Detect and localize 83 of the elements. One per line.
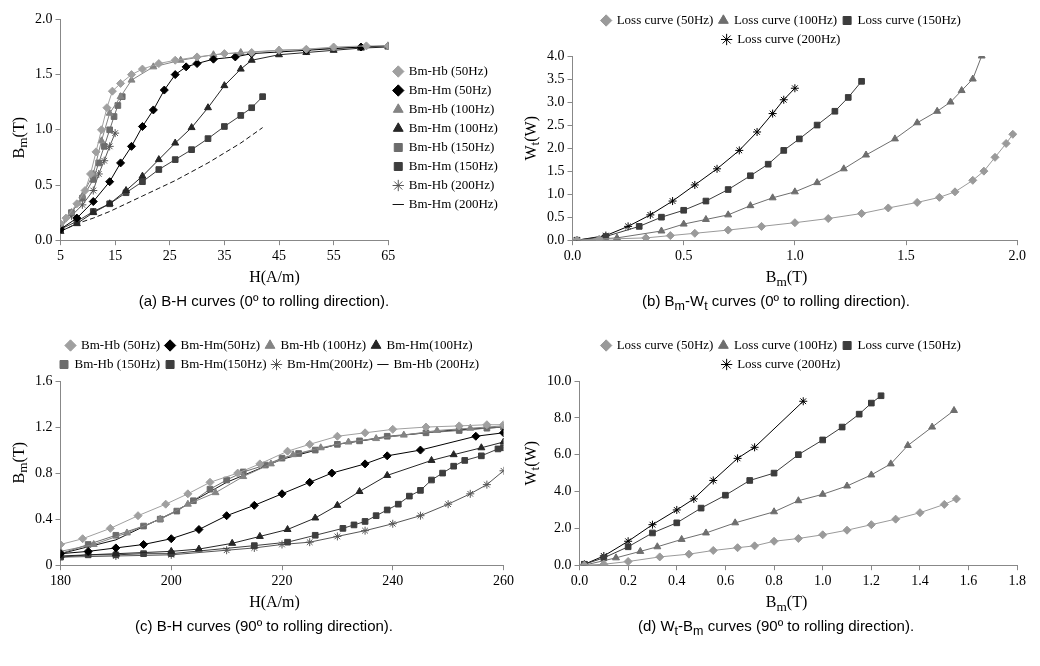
legend-label: Loss curve (150Hz) xyxy=(857,336,961,352)
legend-label: Bm-Hm(50Hz) xyxy=(180,336,261,352)
y-tick-label: 0.0 xyxy=(35,231,53,247)
x-axis-title: B$_{m}$(T) xyxy=(764,268,809,291)
y-tick-label: 1.5 xyxy=(35,66,53,82)
legend-label: Bm-Hm (200Hz) xyxy=(408,195,498,211)
legend-label: Bm-Hb (100Hz) xyxy=(408,100,495,116)
y-tick-label: 1.2 xyxy=(35,418,53,434)
legend-label: Loss curve (200Hz) xyxy=(737,355,841,371)
legend-label: Bm-Hm (100Hz) xyxy=(408,119,498,135)
legend-label: Loss curve (150Hz) xyxy=(857,11,961,27)
x-tick-label: 0.8 xyxy=(765,573,783,589)
x-tick-label: 15 xyxy=(108,248,123,264)
x-tick-label: 1.0 xyxy=(786,248,804,264)
x-tick-label: 65 xyxy=(381,248,396,264)
y-tick-label: 0.5 xyxy=(547,208,565,224)
x-tick-label: 55 xyxy=(326,248,341,264)
y-tick-label: 2.0 xyxy=(554,520,572,536)
legend-label: Loss curve (50Hz) xyxy=(616,336,714,352)
text: (d) W$_{t}$-B$_{m}$ curves (90º to rolling direction). xyxy=(636,617,916,638)
legend-label: Loss curve (200Hz) xyxy=(737,30,841,46)
x-tick-label: 0.5 xyxy=(674,248,693,264)
y-tick-label: 0.5 xyxy=(35,176,53,192)
legend-label: Loss curve (100Hz) xyxy=(733,336,838,352)
legend-label: Bm-Hb (50Hz) xyxy=(408,62,488,78)
y-tick-label: 0.0 xyxy=(554,556,572,572)
legend-label: Bm-Hm (150Hz) xyxy=(408,157,498,173)
x-tick-label: 1.0 xyxy=(813,573,832,589)
x-axis-title: H(A/m) xyxy=(248,593,301,611)
y-tick-label: 6.0 xyxy=(554,446,572,462)
legend-label: Bm-Hm(150Hz) xyxy=(180,355,267,371)
y-tick-label: 0.0 xyxy=(547,231,565,247)
text: (a) B-H curves (0º to rolling direction). xyxy=(137,292,391,309)
x-tick-label: 0.4 xyxy=(668,573,686,589)
x-tick-label: 200 xyxy=(160,573,182,589)
y-tick-label: 10.0 xyxy=(547,372,572,388)
x-tick-label: 1.4 xyxy=(911,573,929,589)
x-tick-label: 1.6 xyxy=(959,573,978,589)
x-tick-label: 1.8 xyxy=(1008,573,1026,589)
legend-label: Bm-Hb (100Hz) xyxy=(280,336,367,352)
y-tick-label: 0 xyxy=(45,556,53,572)
x-tick-label: 35 xyxy=(217,248,232,264)
y-tick-label: 0.4 xyxy=(35,510,53,526)
legend-label: Bm-Hb (200Hz) xyxy=(393,355,480,371)
x-tick-label: 0.6 xyxy=(716,573,735,589)
x-tick-label: 220 xyxy=(271,573,293,589)
x-tick-label: 240 xyxy=(382,573,404,589)
legend-label: Bm-Hm (50Hz) xyxy=(408,81,492,97)
x-tick-label: 1.5 xyxy=(897,248,915,264)
y-tick-label: 1.6 xyxy=(35,372,53,388)
x-tick-label: 2.0 xyxy=(1008,248,1026,264)
y-tick-label: 0.8 xyxy=(35,464,53,480)
legend-label: Bm-Hb (150Hz) xyxy=(74,355,161,371)
legend-label: Loss curve (100Hz) xyxy=(733,11,838,27)
y-tick-label: 1.0 xyxy=(547,185,565,201)
y-tick-label: 2.0 xyxy=(547,139,565,155)
legend-label: Bm-Hm(200Hz) xyxy=(287,355,373,371)
x-tick-label: 5 xyxy=(57,248,64,264)
y-tick-label: 4.0 xyxy=(547,47,565,63)
y-tick-label: 3.0 xyxy=(547,93,565,109)
x-tick-label: 25 xyxy=(162,248,177,264)
y-tick-label: 4.0 xyxy=(554,483,572,499)
y-tick-label: 3.5 xyxy=(547,70,565,86)
x-tick-label: 0.2 xyxy=(619,573,637,589)
legend-label: Bm-Hb (150Hz) xyxy=(408,138,495,154)
y-tick-label: 1.5 xyxy=(547,162,565,178)
y-tick-label: 2.5 xyxy=(547,116,565,132)
x-tick-label: 260 xyxy=(493,573,514,589)
y-tick-label: 2.0 xyxy=(35,11,53,27)
legend-label: Bm-Hb (50Hz) xyxy=(81,336,161,352)
x-axis-title: B$_{m}$(T) xyxy=(764,593,809,616)
x-axis-title: H(A/m) xyxy=(248,268,301,286)
legend-label: Bm-Hb (200Hz) xyxy=(408,176,495,192)
legend-label: Loss curve (50Hz) xyxy=(616,11,714,27)
x-tick-label: 0.0 xyxy=(570,573,589,589)
legend-label: Bm-Hm(100Hz) xyxy=(386,336,473,352)
x-tick-label: 180 xyxy=(50,573,71,589)
y-tick-label: 1.0 xyxy=(35,121,53,137)
y-tick-label: 8.0 xyxy=(554,409,572,425)
x-tick-label: 1.2 xyxy=(862,573,881,589)
text: (c) B-H curves (90º to rolling direction). xyxy=(133,617,395,634)
x-tick-label: 45 xyxy=(272,248,286,264)
text: (b) B$_{m}$-W$_{t}$ curves (0º to rolling direction). xyxy=(641,292,911,313)
